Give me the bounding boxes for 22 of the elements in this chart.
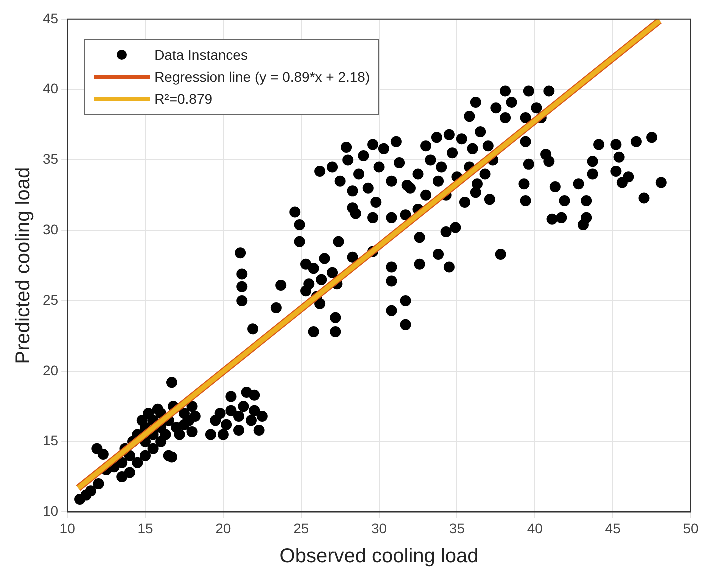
- y-tick-label: 15: [42, 432, 59, 449]
- y-axis-title: Predicted cooling load: [12, 167, 35, 364]
- y-tick-label: 10: [42, 503, 59, 520]
- x-tick-label: 35: [449, 520, 466, 536]
- y-tick-label: 35: [42, 151, 59, 168]
- y-tick-label: 45: [42, 10, 59, 26]
- x-tick-label: 10: [60, 520, 76, 536]
- y-tick-label: 25: [42, 292, 59, 308]
- x-tick-label: 20: [216, 520, 232, 536]
- x-axis-title: Observed cooling load: [280, 546, 479, 568]
- x-tick-label: 45: [605, 520, 622, 536]
- x-tick-label: 15: [138, 520, 154, 536]
- x-tick-label: 25: [294, 520, 310, 536]
- x-tick-label: 50: [683, 520, 699, 536]
- y-tick-label: 20: [42, 362, 59, 378]
- legend-label: Regression line (y = 0.89*x + 2.18): [154, 69, 370, 86]
- x-tick-label: 30: [371, 520, 388, 536]
- legend-label: Data Instances: [154, 47, 248, 64]
- x-tick-label: 40: [527, 520, 544, 536]
- y-tick-label: 40: [42, 80, 59, 97]
- y-tick-label: 30: [42, 221, 59, 238]
- legend-label: R²=0.879: [154, 91, 213, 108]
